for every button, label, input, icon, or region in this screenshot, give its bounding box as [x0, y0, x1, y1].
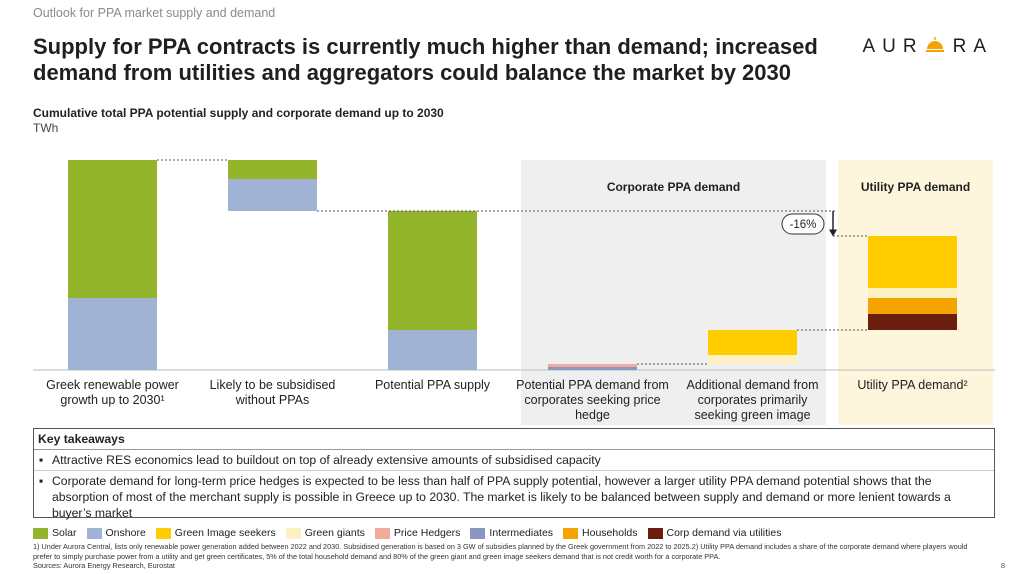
bar-segment [68, 160, 157, 298]
bar-segment [548, 364, 637, 367]
category-label: Utility PPA demand² [857, 378, 968, 392]
takeaway-item: Corporate demand for long-term price hed… [34, 471, 994, 523]
bar-segment [388, 211, 477, 330]
legend-item: Onshore [86, 527, 146, 539]
panel-label: Utility PPA demand [861, 180, 970, 194]
legend-label: Intermediates [489, 527, 554, 539]
legend-swatch [563, 527, 579, 539]
legend-item: Intermediates [470, 527, 553, 539]
legend-swatch [155, 527, 171, 539]
legend-item: Price Hedgers [374, 527, 461, 539]
legend: Solar Onshore Green Image seekers Green gia… [33, 527, 781, 539]
legend-label: Corp demand via utilities [666, 527, 782, 539]
takeaways: Key takeaways Attractive RES economics l… [33, 428, 995, 520]
slide-title: Supply for PPA contracts is currently mu… [33, 34, 818, 85]
annotation-label: -16% [790, 219, 817, 231]
legend-label: Solar [52, 527, 77, 539]
legend-item: Solar [33, 527, 77, 539]
bar-segment [228, 160, 317, 179]
page-number: 8 [1000, 561, 1005, 570]
legend-item: Green Image seekers [155, 527, 276, 539]
legend-item: Green giants [285, 527, 365, 539]
bar-segment [68, 298, 157, 370]
category-label: Greek renewable power growth up to 2030¹ [46, 378, 179, 407]
bar-segment [708, 355, 797, 364]
legend-swatch [374, 527, 390, 539]
bar-segment [388, 330, 477, 370]
kicker: Outlook for PPA market supply and demand [33, 6, 276, 20]
footnote: Sources: Aurora Energy Research, Eurosta… [33, 561, 175, 570]
panel [521, 160, 826, 425]
bar-segment [868, 314, 957, 330]
category-label: Potential PPA supply [374, 378, 491, 392]
logo: AUR RA [862, 36, 993, 58]
category-label: Additional demand from corporates primar… [686, 378, 819, 422]
bar-segment [868, 236, 957, 288]
takeaway-item: Attractive RES economics lead to buildou… [34, 450, 994, 471]
category-label: Potential PPA demand from corporates see… [516, 378, 669, 422]
legend-label: Households [582, 527, 638, 539]
panel-label: Corporate PPA demand [607, 180, 740, 194]
footnotes: 1) Under Aurora Central, lists only rene… [33, 542, 983, 571]
legend-swatch [285, 527, 301, 539]
bar-segment [228, 179, 317, 211]
legend-swatch [470, 527, 486, 539]
logo-sun [925, 37, 944, 52]
legend-label: Price Hedgers [393, 527, 461, 539]
legend-item: Households [563, 527, 638, 539]
legend-label: Green giants [304, 527, 365, 539]
logo-text: AUR [862, 36, 924, 57]
arrow-head [829, 229, 837, 237]
footnote: 1) Under Aurora Central, lists only rene… [33, 542, 968, 561]
bar-segment [708, 330, 797, 355]
category-label: Likely to be subsidised without PPAs [209, 378, 336, 407]
annotation-pill [781, 213, 825, 235]
legend-label: Green Image seekers [174, 527, 276, 539]
bar-segment [868, 288, 957, 298]
chart: Corporate PPA demand Utility PPA demand -1… [33, 159, 995, 425]
logo-text: RA [952, 36, 993, 57]
takeaways-title: Key takeaways [34, 429, 994, 450]
legend-swatch [647, 527, 663, 539]
legend-swatch [86, 527, 102, 539]
legend-item: Corp demand via utilities [647, 527, 782, 539]
unit-label: TWh [33, 121, 59, 135]
legend-swatch [33, 527, 48, 539]
bar-segment [548, 367, 637, 370]
bar-segment [868, 298, 957, 314]
chart-subtitle: Cumulative total PPA potential supply an… [33, 106, 444, 120]
legend-label: Onshore [105, 527, 146, 539]
